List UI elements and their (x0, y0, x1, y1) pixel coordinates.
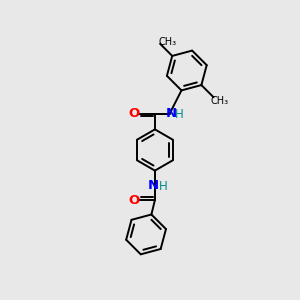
Text: H: H (159, 180, 168, 193)
Text: H: H (175, 108, 184, 121)
Text: O: O (128, 107, 140, 120)
Text: CH₃: CH₃ (159, 37, 177, 47)
Text: CH₃: CH₃ (211, 96, 229, 106)
Text: N: N (147, 179, 158, 192)
Text: O: O (128, 194, 140, 207)
Text: N: N (166, 107, 177, 120)
